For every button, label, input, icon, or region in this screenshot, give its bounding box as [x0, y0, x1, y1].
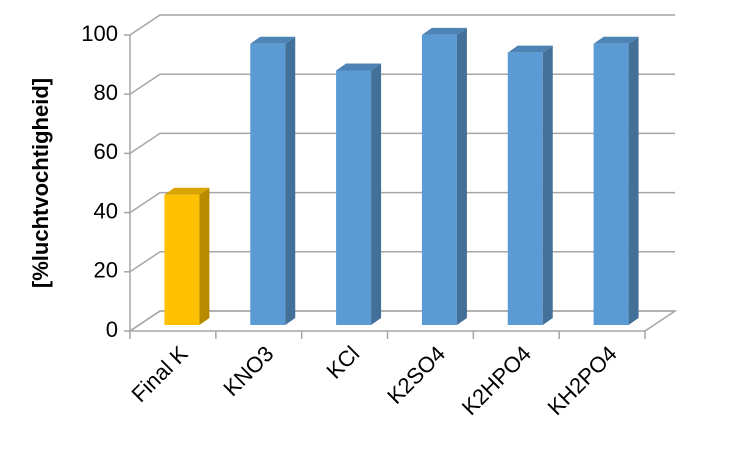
bar-top — [250, 36, 296, 44]
bar-top — [421, 27, 467, 35]
bar-side — [542, 45, 553, 326]
y-tick-label: 80 — [94, 80, 118, 105]
bar-side — [199, 187, 210, 325]
x-tick-label: Final K — [126, 341, 192, 407]
grid-line — [129, 251, 675, 273]
y-tick-label: 0 — [106, 317, 118, 342]
x-tick-label: KCl — [321, 341, 364, 384]
y-tick-label: 100 — [81, 21, 118, 46]
grid-line — [129, 14, 675, 36]
bar-side — [285, 36, 296, 326]
bar-side — [371, 63, 382, 325]
bar — [336, 63, 382, 325]
bar — [164, 187, 210, 325]
bar-top — [507, 45, 553, 53]
bar-top — [164, 187, 210, 195]
bar-front — [164, 194, 200, 325]
bar-front — [421, 34, 457, 326]
bar-side — [628, 36, 639, 326]
bar — [250, 36, 296, 326]
grid-line — [129, 310, 675, 332]
bar-front — [507, 52, 543, 326]
bar-front — [336, 70, 372, 325]
bar-top — [336, 63, 382, 71]
bar-side — [456, 27, 467, 325]
grid-line — [129, 191, 675, 214]
bar — [593, 36, 639, 326]
bar — [507, 45, 553, 326]
x-tick-label: KH2PO4 — [543, 341, 622, 420]
bar-top — [593, 36, 639, 44]
bar-front — [250, 43, 286, 326]
y-tick-label: 40 — [94, 198, 118, 223]
x-tick-label: K2HPO4 — [457, 341, 536, 420]
grid-line — [129, 132, 675, 155]
x-tick-label: K2SO4 — [382, 341, 450, 409]
x-tick-label: KNO3 — [218, 341, 278, 401]
y-axis-label: [%luchtvochtigheid] — [28, 78, 53, 288]
y-tick-label: 60 — [94, 139, 118, 164]
floor — [127, 310, 678, 332]
grid-line — [129, 73, 675, 95]
bar-front — [593, 43, 629, 326]
bar — [421, 27, 467, 326]
y-tick-label: 20 — [94, 258, 118, 283]
